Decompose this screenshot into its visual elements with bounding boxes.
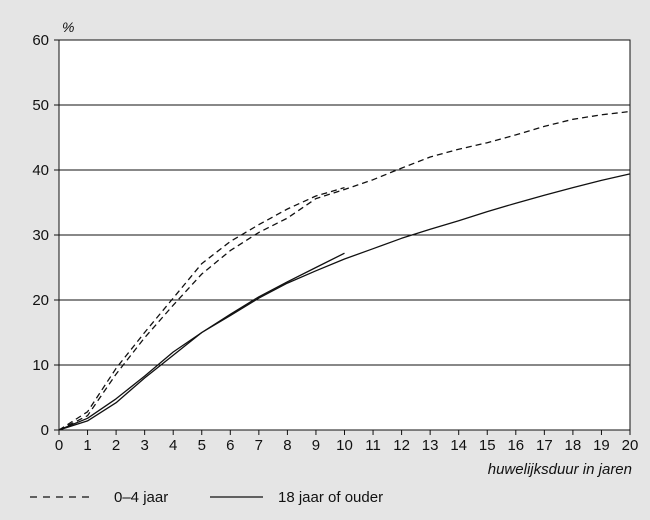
x-tick-label: 13 [422,437,439,454]
series-line-dashed-0 [58,186,345,431]
x-tick-label: 11 [365,437,381,454]
x-tick-label: 7 [255,437,263,454]
x-tick-label: 17 [536,437,553,454]
legend-label-18-jaar-of-ouder: 18 jaar of ouder [278,489,383,506]
y-tick-label: 10 [32,357,49,374]
x-tick-label: 19 [593,437,610,454]
x-tick-label: 0 [55,437,63,454]
y-tick-label: 50 [32,97,49,114]
x-tick-label: 6 [226,437,234,454]
x-tick-label: 10 [336,437,353,454]
y-axis-unit: % [62,19,74,35]
x-tick-label: 8 [283,437,291,454]
y-tick-label: 40 [32,162,49,179]
x-tick-label: 3 [140,437,148,454]
x-tick-label: 9 [312,437,320,454]
x-tick-label: 4 [169,437,177,454]
x-tick-label: 20 [622,437,639,454]
grid-lines [59,104,630,366]
x-tick-label: 2 [112,437,120,454]
y-tick-label: 20 [32,292,49,309]
x-tick-label: 16 [507,437,524,454]
y-tick-label: 30 [32,227,49,244]
x-tick-label: 5 [198,437,206,454]
x-tick-labels: 0 1 2 3 4 5 6 7 8 9 10 11 12 13 14 15 16 17 18 19 20 [55,430,639,454]
x-tick-label: 14 [450,437,467,454]
legend: 0–4 jaar 18 jaar of ouder [30,489,383,506]
series-lines [58,110,631,431]
y-tick-label: 0 [41,422,49,439]
x-tick-label: 15 [479,437,496,454]
y-tick-labels: 0 10 20 30 40 50 60 [32,32,59,439]
series-line-dashed-1 [58,110,631,431]
series-line-solid-3 [58,173,631,431]
y-tick-label: 60 [32,32,49,49]
x-tick-label: 1 [83,437,91,454]
x-tick-label: 12 [393,437,410,454]
legend-label-0-4-jaar: 0–4 jaar [114,489,168,506]
x-tick-label: 18 [565,437,582,454]
x-axis-label: huwelijksduur in jaren [488,461,632,478]
